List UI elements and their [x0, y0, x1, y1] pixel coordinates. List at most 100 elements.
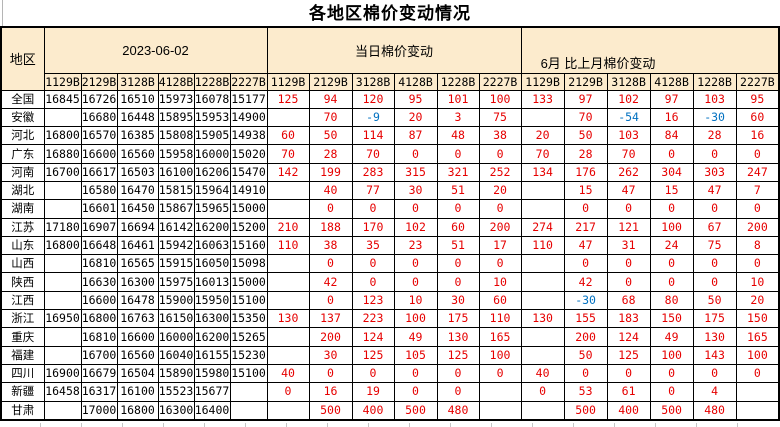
cell-daily-change[interactable]: 252	[478, 162, 522, 182]
cell-daily-change[interactable]: 315	[393, 162, 438, 182]
cell-price[interactable]: 16100	[157, 162, 195, 182]
cell-monthly-change[interactable]: 15	[563, 180, 608, 201]
cell-price[interactable]: 15098	[229, 254, 268, 274]
cell-price[interactable]: 15964	[193, 180, 231, 201]
column-header[interactable]: 2129B	[308, 72, 353, 91]
cell-monthly-change[interactable]: 110	[520, 235, 565, 256]
cell-monthly-change[interactable]: 500	[563, 400, 608, 421]
cell-region[interactable]: 全国	[0, 89, 45, 109]
cell-daily-change[interactable]: 51	[436, 180, 480, 201]
cell-price[interactable]: 16601	[80, 199, 118, 219]
cell-daily-change[interactable]: 17	[478, 235, 522, 256]
cell-price[interactable]: 16600	[80, 290, 118, 311]
cell-price[interactable]: 16503	[116, 162, 159, 182]
cell-daily-change[interactable]: 102	[393, 217, 438, 237]
cell-daily-change[interactable]: 10	[393, 290, 438, 311]
cell-monthly-change[interactable]: 47	[563, 235, 608, 256]
cell-monthly-change[interactable]: 0	[735, 363, 780, 384]
cell-daily-change[interactable]	[266, 199, 310, 219]
cell-monthly-change[interactable]: 0	[649, 382, 694, 402]
cell-daily-change[interactable]: 199	[308, 162, 353, 182]
cell-monthly-change[interactable]: 40	[520, 363, 565, 384]
cell-daily-change[interactable]: 100	[393, 309, 438, 329]
cell-daily-change[interactable]: 130	[436, 327, 480, 347]
cell-region[interactable]: 陕西	[0, 272, 45, 292]
cell-price[interactable]: 15900	[157, 290, 195, 311]
cell-monthly-change[interactable]: 0	[563, 363, 608, 384]
cell-daily-change[interactable]: 0	[266, 382, 310, 402]
cell-daily-change[interactable]: 0	[393, 363, 438, 384]
cell-daily-change[interactable]: 0	[478, 144, 522, 164]
cell-monthly-change[interactable]: 70	[520, 144, 565, 164]
cell-price[interactable]: 15915	[157, 254, 195, 274]
cell-price[interactable]: 16800	[43, 126, 82, 146]
cell-region[interactable]: 广东	[0, 144, 45, 164]
cell-price[interactable]: 15958	[157, 144, 195, 164]
cell-monthly-change[interactable]: 68	[606, 290, 651, 311]
column-header[interactable]: 4128B	[157, 72, 195, 91]
cell-price[interactable]	[43, 180, 82, 201]
cell-price[interactable]: 16300	[157, 400, 195, 421]
cell-daily-change[interactable]: 0	[478, 254, 522, 274]
cell-price[interactable]: 15160	[229, 235, 268, 256]
cell-region[interactable]: 安徽	[0, 107, 45, 128]
cell-monthly-change[interactable]: 49	[649, 327, 694, 347]
cell-price[interactable]: 16078	[193, 89, 231, 109]
cell-region[interactable]: 四川	[0, 363, 45, 384]
cell-daily-change[interactable]: 30	[436, 290, 480, 311]
cell-daily-change[interactable]: 0	[393, 272, 438, 292]
cell-daily-change[interactable]: 35	[351, 235, 395, 256]
cell-price[interactable]: 16845	[43, 89, 82, 109]
cell-price[interactable]: 16726	[80, 89, 118, 109]
cell-monthly-change[interactable]: 103	[606, 126, 651, 146]
cell-daily-change[interactable]: 38	[478, 126, 522, 146]
cell-price[interactable]: 16142	[157, 217, 195, 237]
cell-price[interactable]	[43, 199, 82, 219]
cell-daily-change[interactable]: 60	[436, 217, 480, 237]
cell-daily-change[interactable]: 120	[351, 89, 395, 109]
cell-monthly-change[interactable]: 16	[649, 107, 694, 128]
cell-daily-change[interactable]: 0	[351, 199, 395, 219]
cell-price[interactable]: 15350	[229, 309, 268, 329]
cell-daily-change[interactable]: 0	[393, 199, 438, 219]
cell-price[interactable]	[43, 400, 82, 421]
cell-region[interactable]: 湖南	[0, 199, 45, 219]
cell-price[interactable]: 15020	[229, 144, 268, 164]
cell-price[interactable]: 16200	[193, 217, 231, 237]
cell-price[interactable]	[43, 272, 82, 292]
cell-monthly-change[interactable]: 150	[735, 309, 780, 329]
cell-price[interactable]: 15905	[193, 126, 231, 146]
cell-daily-change[interactable]: 0	[436, 382, 480, 402]
cell-daily-change[interactable]: 48	[436, 126, 480, 146]
cell-price[interactable]: 16800	[116, 400, 159, 421]
cell-daily-change[interactable]: 77	[351, 180, 395, 201]
cell-daily-change[interactable]: 16	[308, 382, 353, 402]
cell-price[interactable]: 16510	[116, 89, 159, 109]
cell-daily-change[interactable]: 100	[478, 345, 522, 365]
group-header-date[interactable]: 2023-06-02	[43, 26, 268, 74]
cell-monthly-change[interactable]: 0	[692, 363, 737, 384]
cell-daily-change[interactable]: 0	[478, 363, 522, 384]
cell-monthly-change[interactable]: 0	[735, 199, 780, 219]
cell-monthly-change[interactable]: 4	[692, 382, 737, 402]
cell-monthly-change[interactable]: 247	[735, 162, 780, 182]
cell-monthly-change[interactable]: 100	[735, 345, 780, 365]
cell-monthly-change[interactable]: 20	[735, 290, 780, 311]
cell-monthly-change[interactable]	[735, 382, 780, 402]
cell-daily-change[interactable]: 19	[351, 382, 395, 402]
cell-price[interactable]	[229, 382, 268, 402]
cell-monthly-change[interactable]: 165	[735, 327, 780, 347]
cell-monthly-change[interactable]: 20	[520, 126, 565, 146]
cell-monthly-change[interactable]: 200	[735, 217, 780, 237]
cell-monthly-change[interactable]: 0	[692, 199, 737, 219]
cell-monthly-change[interactable]: 24	[649, 235, 694, 256]
cell-price[interactable]: 15470	[229, 162, 268, 182]
cell-region[interactable]: 湖北	[0, 180, 45, 201]
column-header[interactable]: 1129B	[520, 72, 565, 91]
cell-price[interactable]: 16648	[80, 235, 118, 256]
cell-monthly-change[interactable]: 61	[606, 382, 651, 402]
cell-daily-change[interactable]: 165	[478, 327, 522, 347]
cell-daily-change[interactable]: 110	[478, 309, 522, 329]
cell-daily-change[interactable]: 70	[266, 144, 310, 164]
cell-price[interactable]: 16763	[116, 309, 159, 329]
